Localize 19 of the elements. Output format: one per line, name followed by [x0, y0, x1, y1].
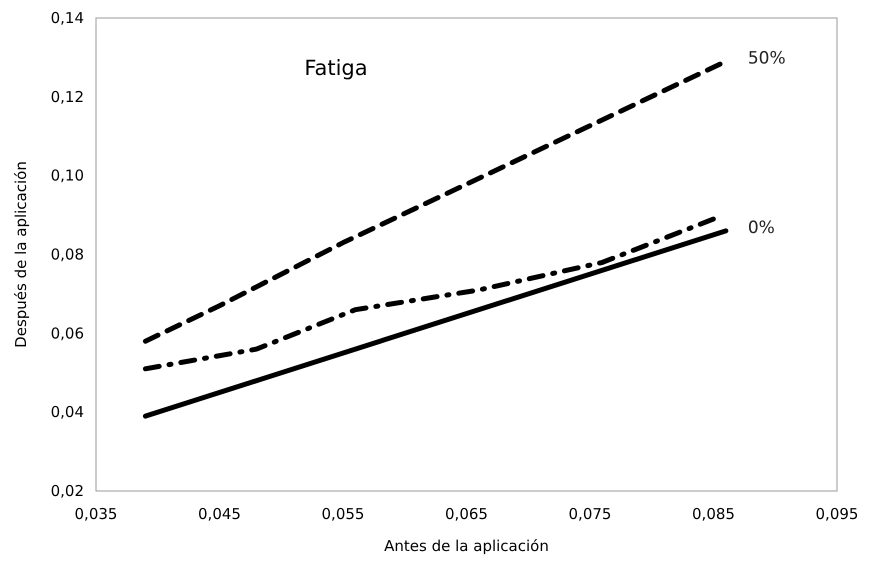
x-axis-title: Antes de la aplicación — [384, 537, 549, 555]
text: Fatiga — [304, 56, 368, 80]
y-tick-label: 0,10 — [50, 166, 84, 185]
x-tick-label: 0,045 — [198, 505, 241, 523]
y-axis-title: Después de la aplicación — [12, 161, 30, 348]
x-tick-label: 0,095 — [816, 505, 858, 523]
y-tick-label: 0,12 — [50, 88, 84, 106]
x-tick-label: 0,075 — [568, 505, 612, 523]
x-tick-label: 0,065 — [445, 505, 488, 523]
y-tick-label: 0,04 — [50, 403, 84, 422]
x-tick-label: 0,035 — [74, 505, 118, 523]
y-tick-label: 0,14 — [50, 9, 84, 27]
series-label: 0% — [748, 218, 775, 238]
y-tick-label: 0,08 — [50, 246, 84, 264]
y-tick-label: 0,02 — [50, 482, 84, 500]
series-label: 50% — [748, 48, 786, 68]
y-tick-label: 0,06 — [50, 324, 84, 342]
x-tick-label: 0,055 — [322, 505, 364, 523]
x-tick-label: 0,085 — [692, 505, 735, 523]
